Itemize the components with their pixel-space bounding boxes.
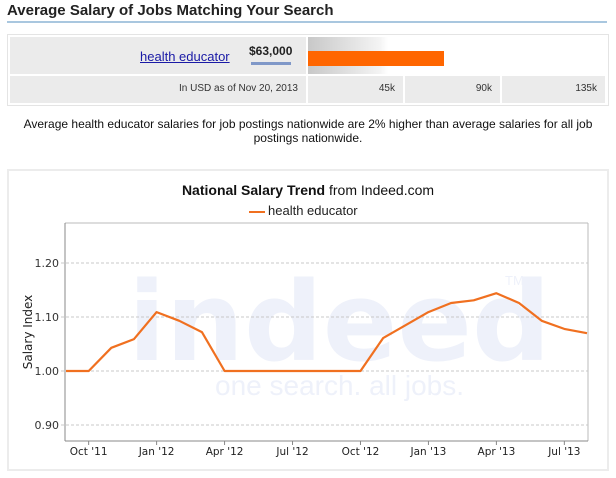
series-line-health-educator: [66, 292, 588, 373]
chart-legend: health educator: [249, 203, 358, 218]
title-underline: [7, 21, 607, 23]
x-tick-label: Apr '12: [206, 446, 244, 458]
chart-title-bold: National Salary Trend: [181, 182, 326, 198]
salary-bar-cell: [308, 37, 605, 74]
section-title: Average Salary of Jobs Matching Your Sea…: [7, 2, 334, 19]
x-tick-label: Jul '13: [547, 446, 580, 458]
x-tick-label: Jan '13: [410, 446, 447, 458]
salary-value: $63,000: [249, 44, 293, 58]
y-tick-label: 1.20: [35, 257, 60, 270]
legend-label: health educator: [268, 203, 358, 218]
salary-summary-box: health educator $63,000 In USD as of Nov…: [7, 34, 609, 106]
legend-line-icon: [249, 210, 265, 213]
currency-note: In USD as of Nov 20, 2013: [179, 83, 298, 94]
scale-tick-cell: 135k: [502, 76, 605, 103]
scale-tick-label: 45k: [378, 83, 395, 94]
x-tick-label: Jul '12: [275, 446, 308, 458]
x-tick-label: Oct '12: [342, 446, 380, 458]
scale-tick-label: 90k: [475, 83, 492, 94]
salary-comparison-text: Average health educator salaries for job…: [23, 117, 593, 145]
x-tick-label: Jan '12: [138, 446, 175, 458]
y-tick-label: 0.90: [35, 419, 60, 432]
job-title-cell: health educator $63,000: [10, 37, 306, 74]
watermark-logo: indeed: [128, 258, 551, 386]
salary-underline: [251, 62, 291, 65]
y-tick-label: 1.10: [35, 311, 60, 324]
watermark-tagline: one search. all jobs.: [215, 370, 464, 401]
salary-bar: [308, 51, 444, 66]
currency-note-cell: In USD as of Nov 20, 2013: [10, 76, 306, 103]
scale-tick-label: 135k: [575, 83, 597, 94]
watermark-tm: TM: [505, 273, 524, 288]
salary-trend-chart: National Salary Trend from Indeed.com he…: [7, 169, 609, 471]
chart-title-rest: from Indeed.com: [325, 182, 435, 198]
job-title-link[interactable]: health educator: [140, 49, 230, 64]
scale-tick-cell: 45k: [308, 76, 403, 103]
x-tick-label: Oct '11: [70, 446, 108, 458]
y-axis-label: Salary Index: [21, 295, 35, 370]
y-tick-label: 1.00: [35, 365, 60, 378]
chart-title: National Salary Trend from Indeed.com: [9, 182, 607, 198]
x-tick-label: Apr '13: [478, 446, 516, 458]
scale-tick-cell: 90k: [405, 76, 500, 103]
